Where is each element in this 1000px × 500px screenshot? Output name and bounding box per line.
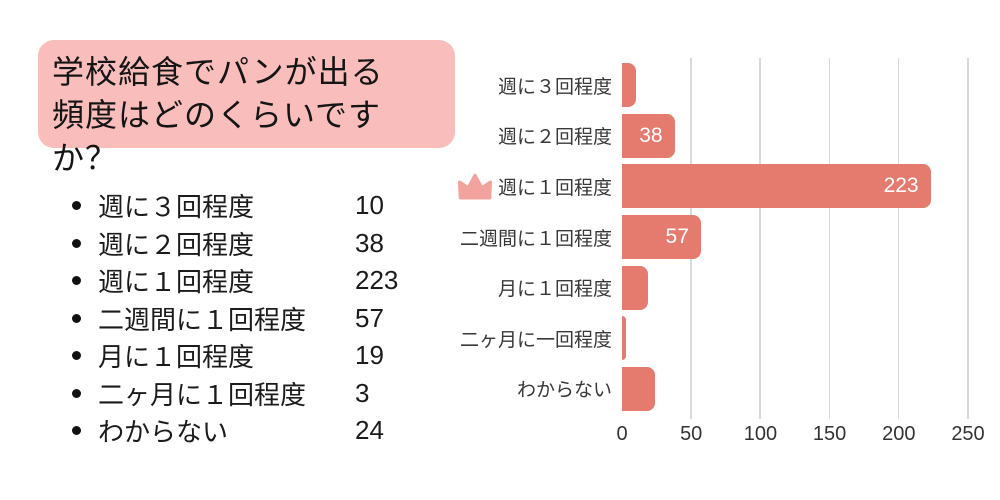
- survey-question-card: 学校給食でパンが出る 頻度はどのくらいですか？: [38, 40, 455, 176]
- bar: 38: [622, 113, 675, 158]
- list-item: 週に３回程度 10: [72, 187, 442, 225]
- bullet-icon: [72, 238, 81, 248]
- bar-row: 週に３回程度: [498, 60, 968, 111]
- list-item: 月に１回程度 19: [72, 337, 442, 375]
- gridline: [759, 58, 761, 419]
- list-item-label: わからない: [98, 417, 229, 448]
- list-item-label: 週に１回程度: [98, 267, 255, 298]
- bar: [622, 316, 627, 361]
- category-label: 週に２回程度: [422, 122, 612, 149]
- bullet-icon: [72, 313, 81, 323]
- category-label: 月に１回程度: [422, 274, 612, 301]
- bar-row: 週に１回程度 223: [457, 161, 968, 212]
- x-tick-label: 200: [882, 423, 916, 445]
- bar: [622, 63, 636, 108]
- list-item-label: 週に３回程度: [98, 192, 255, 223]
- bar: [622, 265, 649, 310]
- list-item: 二ヶ月に１回程度 3: [72, 375, 442, 413]
- category-label: 二ヶ月に一回程度: [422, 325, 612, 352]
- category-label-text: 二ヶ月に一回程度: [459, 329, 612, 351]
- bullet-icon: [72, 351, 81, 361]
- category-label-text: 二週間に１回程度: [459, 228, 612, 250]
- x-tick-label: 100: [743, 423, 778, 445]
- bar-row: 月に１回程度: [498, 262, 968, 313]
- survey-question-line-2: 頻度はどのくらいですか？: [52, 97, 382, 176]
- category-label: 二週間に１回程度: [422, 224, 612, 251]
- bullet-icon: [72, 276, 81, 286]
- list-item-value: 19: [355, 340, 384, 371]
- bullet-icon: [72, 388, 81, 398]
- bar-row: 二ヶ月に一回程度: [460, 313, 968, 364]
- list-item: 週に２回程度 38: [72, 225, 442, 263]
- bar-value-label: 57: [665, 225, 689, 249]
- bar-row: わからない: [517, 364, 968, 415]
- list-item-value: 57: [355, 302, 384, 333]
- gridline: [897, 58, 900, 419]
- x-tick-label: 50: [680, 423, 703, 445]
- list-item-value: 10: [355, 190, 384, 221]
- bar-chart-plot-area: 週に３回程度 週に２回程度 38 週に１回程度 223 二週間に１回程度 57 月に１回程度二…: [457, 58, 969, 419]
- list-item-value: 223: [355, 265, 399, 296]
- category-label-text: 週に１回程度: [497, 177, 612, 199]
- answer-summary-list: 週に３回程度 10 週に２回程度 38 週に１回程度 223 二週間に１回程度 57 月に１回程…: [72, 187, 442, 450]
- gridline: [828, 58, 831, 419]
- category-label-text: 週に２回程度: [497, 127, 612, 149]
- category-label: 週に３回程度: [422, 72, 612, 99]
- list-item-label: 週に２回程度: [98, 229, 255, 260]
- x-axis: 0 50 100 150 200 250: [616, 423, 984, 449]
- bar: 57: [622, 215, 701, 260]
- bar: 223: [622, 164, 931, 209]
- list-item-label: 二週間に１回程度: [98, 304, 307, 335]
- bar-value-label: 38: [639, 123, 663, 147]
- list-item-value: 24: [355, 415, 384, 446]
- x-tick-label: 0: [616, 423, 628, 445]
- category-label-text: わからない: [516, 380, 612, 402]
- list-item-label: 二ヶ月に１回程度: [98, 379, 307, 410]
- survey-question-line-1: 学校給食でパンが出る: [52, 54, 384, 90]
- category-label: わからない: [422, 375, 612, 402]
- category-label-text: 月に１回程度: [497, 279, 612, 301]
- crown-icon: [457, 173, 493, 200]
- bar-row: 週に２回程度 38: [498, 111, 968, 162]
- list-item-value: 38: [355, 227, 384, 258]
- list-item: 週に１回程度 223: [72, 262, 442, 300]
- bar: [622, 366, 656, 411]
- bar-value-label: 223: [883, 174, 919, 198]
- list-item: 二週間に１回程度 57: [72, 300, 442, 338]
- x-tick-label: 150: [812, 423, 847, 445]
- bullet-icon: [72, 201, 81, 211]
- bar-row: 二週間に１回程度 57: [460, 212, 968, 263]
- list-item: わからない 24: [72, 412, 442, 450]
- category-label: 週に１回程度: [422, 173, 612, 200]
- x-tick-label: 250: [951, 423, 985, 445]
- list-item-value: 3: [355, 377, 370, 408]
- bullet-icon: [72, 426, 81, 436]
- gridline: [967, 58, 969, 419]
- list-item-label: 月に１回程度: [98, 342, 255, 373]
- category-label-text: 週に３回程度: [497, 76, 612, 98]
